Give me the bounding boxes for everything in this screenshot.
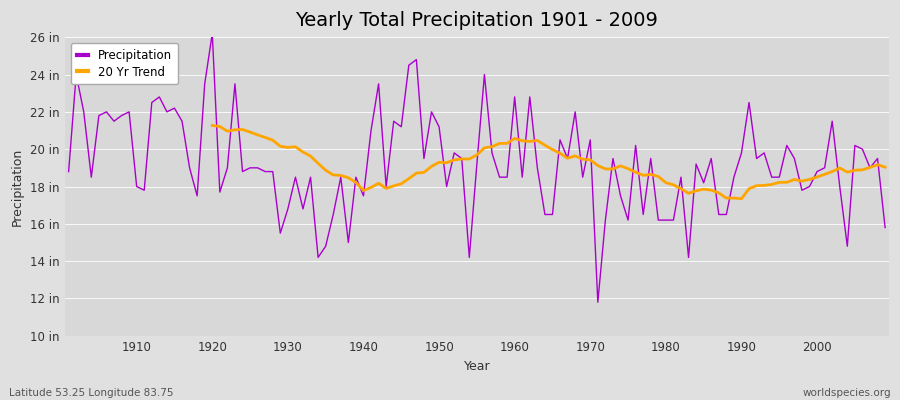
20 Yr Trend — [298, 150, 309, 154]
Line: Precipitation: Precipitation — [68, 34, 885, 302]
Precipitation — [63, 169, 74, 174]
X-axis label: Year: Year — [464, 360, 490, 373]
20 Yr Trend — [207, 123, 218, 128]
20 Yr Trend — [857, 167, 868, 172]
Title: Yearly Total Precipitation 1901 - 2009: Yearly Total Precipitation 1901 - 2009 — [295, 11, 658, 30]
20 Yr Trend — [411, 171, 422, 176]
Precipitation — [298, 206, 309, 211]
Precipitation — [592, 300, 603, 304]
20 Yr Trend — [789, 177, 800, 182]
Precipitation — [615, 194, 626, 198]
20 Yr Trend — [676, 186, 687, 191]
Legend: Precipitation, 20 Yr Trend: Precipitation, 20 Yr Trend — [71, 43, 178, 84]
20 Yr Trend — [774, 180, 785, 185]
Y-axis label: Precipitation: Precipitation — [11, 147, 24, 226]
Precipitation — [343, 240, 354, 245]
Text: worldspecies.org: worldspecies.org — [803, 388, 891, 398]
Precipitation — [207, 31, 218, 36]
Precipitation — [509, 94, 520, 99]
Precipitation — [879, 225, 890, 230]
Precipitation — [123, 110, 134, 114]
20 Yr Trend — [879, 165, 890, 170]
20 Yr Trend — [736, 196, 747, 201]
Text: Latitude 53.25 Longitude 83.75: Latitude 53.25 Longitude 83.75 — [9, 388, 174, 398]
Line: 20 Yr Trend: 20 Yr Trend — [212, 126, 885, 199]
Precipitation — [517, 175, 527, 180]
